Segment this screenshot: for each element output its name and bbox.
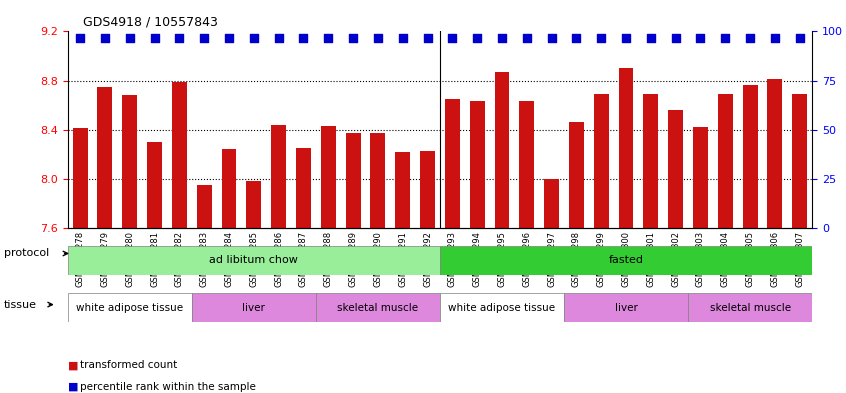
Point [420,35,434,41]
Point [297,35,310,41]
Point [669,35,683,41]
Bar [793,94,807,228]
FancyBboxPatch shape [68,293,192,322]
Text: skeletal muscle: skeletal muscle [710,303,791,312]
Text: ■: ■ [68,382,78,392]
Bar [420,151,435,228]
Point [545,35,558,41]
Point [222,35,236,41]
Bar [445,99,459,228]
FancyBboxPatch shape [688,293,812,322]
Point [346,35,360,41]
Point [694,35,707,41]
Bar [618,68,634,228]
Point [123,35,136,41]
FancyBboxPatch shape [440,293,564,322]
Text: white adipose tissue: white adipose tissue [448,303,556,312]
Bar [693,127,708,228]
Bar [123,95,137,228]
Point [520,35,534,41]
Text: liver: liver [242,303,266,312]
Bar [544,179,559,228]
Text: liver: liver [614,303,638,312]
Point [595,35,608,41]
Point [718,35,732,41]
FancyBboxPatch shape [316,293,440,322]
Bar [272,125,286,228]
Bar [569,122,584,228]
Point [371,35,385,41]
Point [74,35,87,41]
Bar [73,129,87,228]
FancyBboxPatch shape [564,293,688,322]
Point [98,35,112,41]
Text: fasted: fasted [608,255,644,265]
Bar [594,94,608,228]
Bar [246,181,261,228]
Point [644,35,657,41]
Point [569,35,583,41]
Bar [668,110,683,228]
Point [446,35,459,41]
Bar [470,101,485,228]
Bar [371,133,385,228]
Text: GDS4918 / 10557843: GDS4918 / 10557843 [83,16,217,29]
Bar [346,133,360,228]
Bar [321,126,336,228]
Bar [519,101,534,228]
FancyBboxPatch shape [192,293,316,322]
Bar [147,142,162,228]
Point [396,35,409,41]
Point [470,35,484,41]
Bar [743,85,757,228]
Text: skeletal muscle: skeletal muscle [338,303,419,312]
Point [173,35,186,41]
Point [768,35,782,41]
Bar [97,87,113,228]
Text: tissue: tissue [4,299,37,310]
Bar [296,148,310,228]
Text: transformed count: transformed count [80,360,178,371]
Bar [197,185,212,228]
Point [247,35,261,41]
Text: protocol: protocol [4,248,49,259]
Point [197,35,211,41]
FancyBboxPatch shape [68,246,440,275]
Bar [718,94,733,228]
Bar [222,149,236,228]
Point [148,35,162,41]
Text: ■: ■ [68,360,78,371]
Bar [395,152,410,228]
Text: percentile rank within the sample: percentile rank within the sample [80,382,256,392]
Point [619,35,633,41]
Bar [495,72,509,228]
Text: white adipose tissue: white adipose tissue [76,303,184,312]
Point [495,35,508,41]
Bar [767,79,783,228]
Point [793,35,806,41]
Text: ad libitum chow: ad libitum chow [209,255,299,265]
FancyBboxPatch shape [440,246,812,275]
Bar [644,94,658,228]
Bar [172,82,187,228]
Point [744,35,757,41]
Point [272,35,285,41]
Point [321,35,335,41]
